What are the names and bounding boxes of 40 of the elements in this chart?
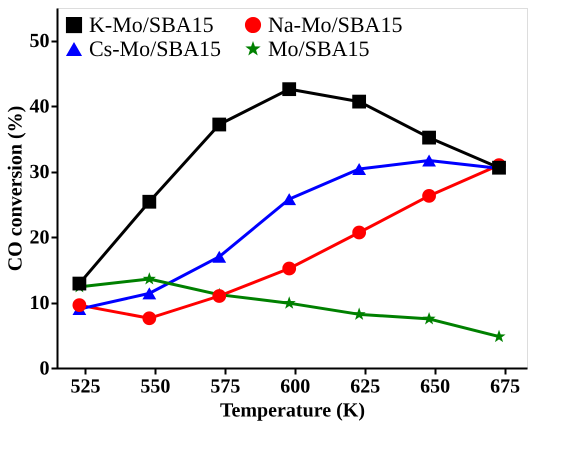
y-tick-label: 40 xyxy=(30,96,50,118)
point xyxy=(212,250,226,263)
x-tick-label: 550 xyxy=(140,376,170,398)
point xyxy=(282,193,296,206)
y-tick-label: 50 xyxy=(30,30,50,52)
legend-label: K-Mo/SBA15 xyxy=(89,12,214,37)
point xyxy=(422,188,436,203)
y-tick-label: 0 xyxy=(40,358,50,380)
legend-label: Cs-Mo/SBA15 xyxy=(89,36,222,61)
x-tick-label: 650 xyxy=(420,376,450,398)
point xyxy=(352,226,366,240)
point xyxy=(352,163,366,175)
point xyxy=(142,194,156,209)
y-axis-title: CO conversion (%) xyxy=(4,106,26,272)
x-tick-label: 525 xyxy=(70,376,100,398)
point xyxy=(352,307,366,320)
x-axis-title: Temperature (K) xyxy=(220,400,365,422)
x-tick-label: 575 xyxy=(210,376,240,398)
point xyxy=(212,289,226,303)
point xyxy=(282,296,296,309)
point xyxy=(422,130,436,144)
point xyxy=(142,287,156,300)
point xyxy=(72,298,86,312)
point xyxy=(142,311,156,326)
y-tick-label: 20 xyxy=(30,226,50,249)
point xyxy=(282,262,296,276)
point xyxy=(352,94,366,108)
y-tick-label: 10 xyxy=(30,292,50,314)
point xyxy=(72,276,86,290)
point xyxy=(212,118,226,132)
point xyxy=(422,312,436,324)
point xyxy=(142,272,156,285)
legend-label: Na-Mo/SBA15 xyxy=(268,12,402,37)
x-tick-label: 625 xyxy=(350,376,380,398)
point xyxy=(282,82,296,96)
point xyxy=(422,154,436,166)
legend-label: Mo/SBA15 xyxy=(268,36,370,61)
x-tick-label: 675 xyxy=(490,376,520,398)
y-tick-label: 30 xyxy=(30,161,50,184)
x-tick-label: 600 xyxy=(280,376,310,398)
